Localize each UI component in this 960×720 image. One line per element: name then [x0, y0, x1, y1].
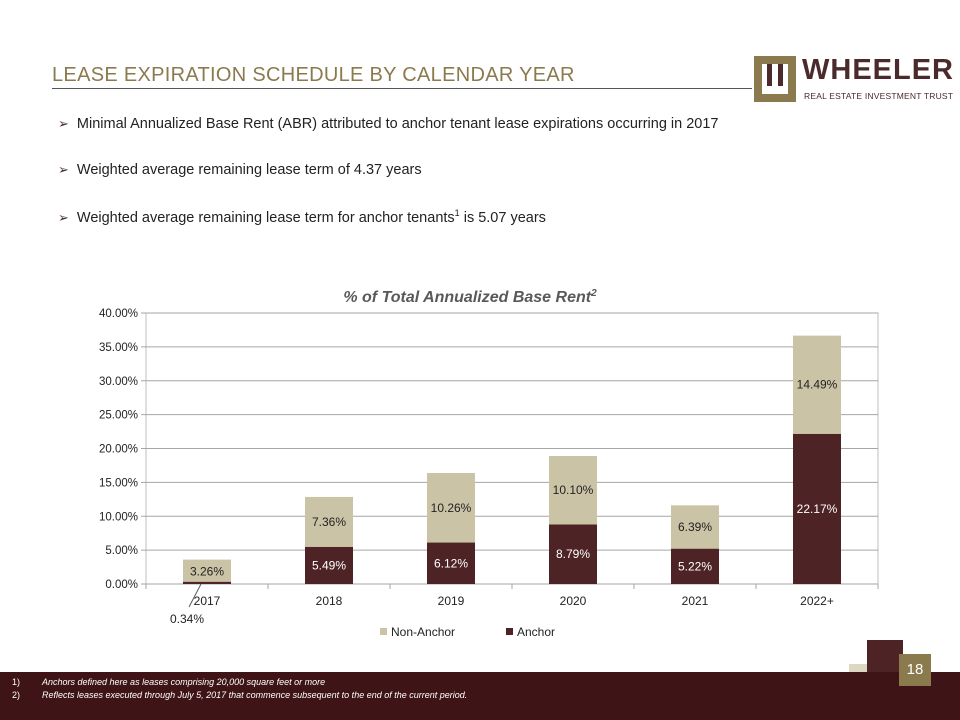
- y-tick-label: 40.00%: [99, 308, 138, 320]
- x-tick-label: 2017: [194, 594, 221, 608]
- bar-non-anchor: [183, 559, 231, 582]
- data-label-anchor: 6.12%: [434, 556, 468, 570]
- y-tick-label: 0.00%: [105, 579, 138, 591]
- footer-band: 1) Anchors defined here as leases compris…: [0, 672, 960, 720]
- y-tick-label: 30.00%: [99, 376, 138, 388]
- slide-title: LEASE EXPIRATION SCHEDULE BY CALENDAR YE…: [52, 64, 575, 86]
- bullet-item: ➢ Minimal Annualized Base Rent (ABR) attr…: [58, 116, 719, 132]
- bar-anchor: [793, 433, 841, 584]
- data-label-non-anchor: 10.26%: [431, 501, 472, 515]
- y-tick-label: 10.00%: [99, 511, 138, 523]
- bar-anchor: [671, 548, 719, 584]
- x-tick-label: 2018: [316, 594, 343, 608]
- decorative-square: [867, 640, 903, 678]
- data-label-anchor: 0.34%: [170, 612, 204, 626]
- wheeler-logo: WHEELER REAL ESTATE INVESTMENT TRUST: [754, 54, 953, 102]
- x-tick-label: 2019: [438, 594, 465, 608]
- logo-mark-icon: [754, 56, 796, 102]
- x-tick-label: 2020: [560, 594, 587, 608]
- bar-non-anchor: [427, 473, 475, 543]
- legend-swatch: [506, 628, 513, 635]
- y-tick-label: 25.00%: [99, 410, 138, 422]
- x-tick-label: 2021: [682, 594, 709, 608]
- data-label-non-anchor: 14.49%: [797, 378, 838, 392]
- data-label-non-anchor: 7.36%: [312, 515, 346, 529]
- bar-anchor: [183, 581, 231, 584]
- legend-swatch: [380, 628, 387, 635]
- bar-anchor: [549, 524, 597, 584]
- page-number: 18: [899, 654, 931, 686]
- legend-label: Anchor: [517, 625, 555, 639]
- y-tick-label: 5.00%: [105, 545, 138, 557]
- title-divider: [52, 88, 752, 89]
- footnote-1: 1) Anchors defined here as leases compris…: [12, 677, 326, 687]
- bullet-item: ➢ Weighted average remaining lease term o…: [58, 162, 422, 178]
- bar-anchor: [427, 542, 475, 584]
- bar-non-anchor: [671, 505, 719, 549]
- arrow-bullet-icon: ➢: [58, 162, 69, 177]
- data-label-non-anchor: 6.39%: [678, 520, 712, 534]
- arrow-bullet-icon: ➢: [58, 116, 69, 131]
- data-label-anchor: 8.79%: [556, 547, 590, 561]
- stacked-bar-chart: % of Total Annualized Base Rent2 0.00% 5.0…: [99, 288, 879, 639]
- chart-title: % of Total Annualized Base Rent2: [343, 288, 597, 306]
- data-label-anchor: 5.49%: [312, 558, 346, 572]
- y-tick-label: 20.00%: [99, 444, 138, 456]
- data-label-anchor: 5.22%: [678, 559, 712, 573]
- legend-label: Non-Anchor: [391, 625, 455, 639]
- bullet-list: ➢ Minimal Annualized Base Rent (ABR) attr…: [58, 116, 719, 254]
- data-label-leader-line: [188, 583, 202, 608]
- data-label-anchor: 22.17%: [797, 502, 838, 516]
- bar-non-anchor: [793, 335, 841, 434]
- footnote-2: 2) Reflects leases executed through July …: [12, 690, 468, 700]
- data-label-non-anchor: 10.10%: [553, 483, 594, 497]
- bar-non-anchor: [305, 496, 353, 547]
- x-tick-label: 2022+: [800, 594, 834, 608]
- y-tick-label: 15.00%: [99, 477, 138, 489]
- logo-name: WHEELER: [802, 54, 954, 86]
- y-tick-label: 35.00%: [99, 342, 138, 354]
- logo-subtitle: REAL ESTATE INVESTMENT TRUST: [804, 91, 954, 101]
- bar-anchor: [305, 546, 353, 584]
- data-label-non-anchor: 3.26%: [190, 565, 224, 579]
- bullet-item: ➢ Weighted average remaining lease term f…: [58, 208, 546, 226]
- arrow-bullet-icon: ➢: [58, 209, 69, 225]
- bar-non-anchor: [549, 456, 597, 525]
